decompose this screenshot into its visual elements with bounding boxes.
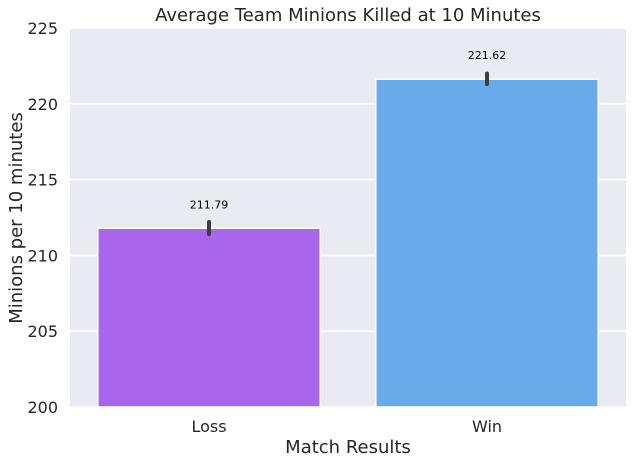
value-label-loss: 211.79 (190, 198, 229, 211)
x-tick-labels: Loss Win (191, 417, 502, 436)
y-axis-label: Minions per 10 minutes (6, 112, 27, 324)
x-tick-label-loss: Loss (191, 417, 226, 436)
y-tick-labels: 200 205 210 215 220 225 (27, 19, 58, 417)
value-label-win: 221.62 (468, 49, 507, 62)
error-bars (207, 71, 489, 237)
bar-loss (97, 227, 321, 408)
y-tick-label: 200 (27, 398, 58, 417)
y-tick-label: 210 (27, 246, 58, 265)
y-tick-label: 225 (27, 19, 58, 38)
chart-title: Average Team Minions Killed at 10 Minute… (155, 5, 541, 26)
bars (97, 78, 599, 408)
bar-win (375, 78, 599, 408)
value-labels: 211.79 221.62 (190, 49, 507, 211)
y-tick-label: 205 (27, 322, 58, 341)
y-tick-label: 220 (27, 95, 58, 114)
y-tick-label: 215 (27, 171, 58, 190)
x-axis-label: Match Results (285, 437, 411, 458)
x-tick-label-win: Win (472, 417, 502, 436)
